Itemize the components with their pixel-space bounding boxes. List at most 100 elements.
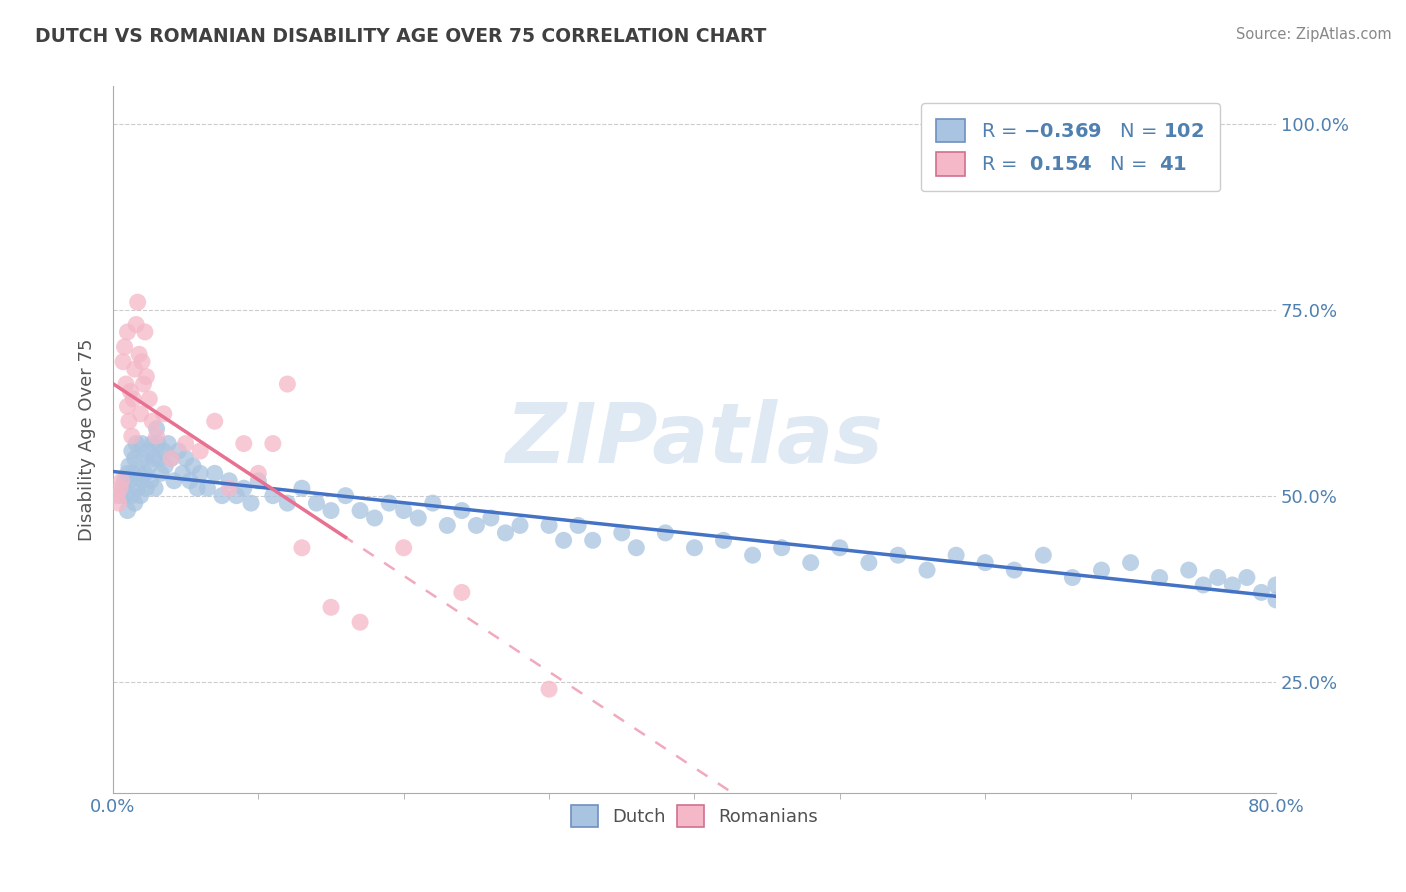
Point: [538, 518, 561, 533]
Point: [121, 489, 143, 503]
Point: [1220, 578, 1243, 592]
Point: [974, 556, 997, 570]
Point: [828, 541, 851, 555]
Point: [146, 436, 169, 450]
Point: [422, 496, 444, 510]
Point: [887, 548, 910, 562]
Point: [240, 496, 263, 510]
Point: [138, 458, 160, 473]
Point: [349, 615, 371, 630]
Point: [125, 436, 148, 450]
Point: [1265, 592, 1288, 607]
Point: [114, 474, 136, 488]
Point: [142, 451, 165, 466]
Point: [479, 511, 502, 525]
Point: [181, 458, 204, 473]
Point: [770, 541, 793, 555]
Point: [713, 533, 735, 548]
Point: [450, 503, 472, 517]
Point: [406, 511, 429, 525]
Legend: Dutch, Romanians: Dutch, Romanians: [564, 797, 825, 834]
Point: [141, 414, 163, 428]
Point: [125, 318, 148, 332]
Point: [141, 436, 163, 450]
Point: [129, 407, 152, 421]
Point: [105, 489, 128, 503]
Point: [335, 489, 357, 503]
Point: [392, 503, 415, 517]
Point: [211, 489, 233, 503]
Point: [915, 563, 938, 577]
Point: [127, 481, 149, 495]
Point: [436, 518, 458, 533]
Point: [135, 481, 157, 495]
Point: [163, 474, 186, 488]
Point: [139, 474, 162, 488]
Point: [741, 548, 763, 562]
Point: [112, 355, 135, 369]
Point: [1250, 585, 1272, 599]
Text: DUTCH VS ROMANIAN DISABILITY AGE OVER 75 CORRELATION CHART: DUTCH VS ROMANIAN DISABILITY AGE OVER 75…: [35, 27, 766, 45]
Point: [1002, 563, 1025, 577]
Point: [131, 355, 153, 369]
Point: [160, 451, 183, 466]
Point: [1192, 578, 1215, 592]
Point: [114, 340, 136, 354]
Point: [138, 392, 160, 406]
Point: [319, 503, 342, 517]
Point: [122, 467, 145, 481]
Point: [858, 556, 880, 570]
Point: [179, 474, 201, 488]
Point: [121, 444, 143, 458]
Point: [188, 444, 211, 458]
Point: [121, 429, 143, 443]
Point: [188, 467, 211, 481]
Point: [654, 525, 676, 540]
Point: [117, 325, 139, 339]
Point: [363, 511, 385, 525]
Point: [120, 474, 142, 488]
Point: [149, 467, 172, 481]
Point: [167, 444, 190, 458]
Point: [262, 489, 284, 503]
Point: [174, 436, 197, 450]
Point: [610, 525, 633, 540]
Point: [112, 481, 135, 495]
Point: [262, 436, 284, 450]
Point: [1119, 556, 1142, 570]
Point: [135, 369, 157, 384]
Point: [1149, 570, 1171, 584]
Point: [450, 585, 472, 599]
Point: [118, 458, 141, 473]
Point: [291, 541, 314, 555]
Point: [349, 503, 371, 517]
Point: [319, 600, 342, 615]
Point: [1265, 578, 1288, 592]
Point: [111, 474, 134, 488]
Point: [145, 429, 167, 443]
Point: [134, 325, 156, 339]
Point: [232, 481, 254, 495]
Point: [136, 444, 159, 458]
Point: [131, 436, 153, 450]
Point: [115, 489, 138, 503]
Point: [378, 496, 401, 510]
Point: [108, 489, 131, 503]
Point: [128, 467, 150, 481]
Point: [509, 518, 531, 533]
Point: [218, 481, 240, 495]
Point: [276, 377, 298, 392]
Point: [1177, 563, 1199, 577]
Point: [1032, 548, 1054, 562]
Text: Source: ZipAtlas.com: Source: ZipAtlas.com: [1236, 27, 1392, 42]
Point: [122, 392, 145, 406]
Point: [157, 436, 180, 450]
Point: [1090, 563, 1112, 577]
Point: [124, 362, 146, 376]
Point: [131, 474, 153, 488]
Point: [1206, 570, 1229, 584]
Point: [567, 518, 589, 533]
Point: [186, 481, 208, 495]
Point: [276, 496, 298, 510]
Point: [107, 496, 129, 510]
